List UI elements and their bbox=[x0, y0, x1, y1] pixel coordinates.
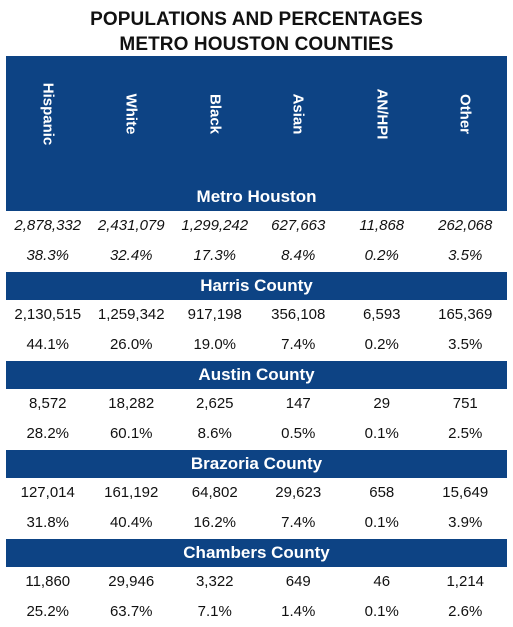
column-header-label: Other bbox=[456, 93, 474, 135]
population-count-cell: 2,878,332 bbox=[14, 217, 82, 234]
percentage-cell: 16.2% bbox=[193, 514, 237, 531]
percentage-cell: 44.1% bbox=[26, 336, 70, 353]
column-header-hispanic: Hispanic bbox=[6, 56, 90, 183]
percentage-cell: 60.1% bbox=[109, 425, 153, 442]
percentage-cell: 0.2% bbox=[364, 336, 399, 353]
population-count-cell: 2,130,515 bbox=[14, 306, 82, 323]
population-count-cell: 2,431,079 bbox=[97, 217, 165, 234]
population-count-cell: 18,282 bbox=[108, 395, 155, 412]
population-count-cell: 46 bbox=[373, 573, 391, 590]
population-count-cell: 658 bbox=[369, 484, 395, 501]
column-header-label: AN/HPI bbox=[373, 88, 391, 140]
population-count-cell: 11,868 bbox=[359, 217, 405, 234]
population-count-row: 127,014 161,192 64,802 29,623 658 15,649 bbox=[6, 478, 507, 508]
section-header: Harris County bbox=[6, 272, 507, 300]
title-line-2: METRO HOUSTON COUNTIES bbox=[119, 34, 394, 55]
percentage-row: 25.2% 63.7% 7.1% 1.4% 0.1% 2.6% bbox=[6, 597, 507, 627]
percentage-cell: 28.2% bbox=[26, 425, 70, 442]
population-count-row: 2,878,332 2,431,079 1,299,242 627,663 11,868… bbox=[6, 211, 507, 241]
percentage-cell: 38.3% bbox=[26, 247, 70, 264]
column-header-black: Black bbox=[173, 56, 257, 183]
percentage-cell: 3.9% bbox=[448, 514, 483, 531]
population-count-cell: 147 bbox=[285, 395, 311, 412]
percentage-cell: 19.0% bbox=[193, 336, 237, 353]
title-line-1: POPULATIONS AND PERCENTAGES bbox=[90, 9, 423, 30]
column-header-anhpi: AN/HPI bbox=[340, 56, 424, 183]
population-count-cell: 1,299,242 bbox=[181, 217, 249, 234]
percentage-row: 31.8% 40.4% 16.2% 7.4% 0.1% 3.9% bbox=[6, 508, 507, 538]
population-count-cell: 11,860 bbox=[25, 573, 71, 590]
population-count-cell: 6,593 bbox=[362, 306, 401, 323]
population-count-cell: 15,649 bbox=[442, 484, 489, 501]
population-count-cell: 165,369 bbox=[438, 306, 493, 323]
column-header-asian: Asian bbox=[257, 56, 341, 183]
population-table-body: Metro Houston 2,878,332 2,431,079 1,299,242… bbox=[0, 183, 513, 627]
percentage-cell: 32.4% bbox=[109, 247, 153, 264]
population-count-cell: 29 bbox=[373, 395, 391, 412]
percentage-cell: 0.5% bbox=[281, 425, 316, 442]
percentage-row: 28.2% 60.1% 8.6% 0.5% 0.1% 2.5% bbox=[6, 419, 507, 449]
column-header-label: Asian bbox=[289, 93, 307, 135]
population-count-cell: 8,572 bbox=[28, 395, 67, 412]
percentage-cell: 2.6% bbox=[448, 603, 483, 620]
population-count-cell: 29,946 bbox=[108, 573, 155, 590]
percentage-row: 38.3% 32.4% 17.3% 8.4% 0.2% 3.5% bbox=[6, 241, 507, 271]
percentage-cell: 31.8% bbox=[26, 514, 70, 531]
percentage-cell: 7.1% bbox=[197, 603, 232, 620]
section-header: Brazoria County bbox=[6, 450, 507, 478]
section-header: Chambers County bbox=[6, 539, 507, 567]
population-count-cell: 3,322 bbox=[195, 573, 234, 590]
page-title: POPULATIONS AND PERCENTAGES METRO HOUSTO… bbox=[0, 0, 513, 56]
column-header-label: White bbox=[122, 93, 140, 135]
population-count-row: 2,130,515 1,259,342 917,198 356,108 6,593 165… bbox=[6, 300, 507, 330]
percentage-cell: 0.2% bbox=[364, 247, 399, 264]
section-header: Metro Houston bbox=[6, 183, 507, 211]
population-count-cell: 751 bbox=[452, 395, 478, 412]
column-header-white: White bbox=[90, 56, 174, 183]
percentage-cell: 0.1% bbox=[364, 425, 399, 442]
column-header-label: Black bbox=[206, 93, 224, 135]
population-count-row: 11,860 29,946 3,322 649 46 1,214 bbox=[6, 567, 507, 597]
percentage-cell: 0.1% bbox=[364, 514, 399, 531]
percentage-cell: 3.5% bbox=[448, 336, 483, 353]
percentage-cell: 3.5% bbox=[448, 247, 483, 264]
percentage-row: 44.1% 26.0% 19.0% 7.4% 0.2% 3.5% bbox=[6, 330, 507, 360]
population-count-cell: 127,014 bbox=[20, 484, 75, 501]
column-header-other: Other bbox=[424, 56, 508, 183]
percentage-cell: 26.0% bbox=[109, 336, 153, 353]
percentage-cell: 25.2% bbox=[26, 603, 70, 620]
population-count-cell: 1,259,342 bbox=[97, 306, 165, 323]
population-count-cell: 627,663 bbox=[271, 217, 326, 234]
percentage-cell: 7.4% bbox=[281, 514, 316, 531]
population-count-cell: 64,802 bbox=[191, 484, 238, 501]
column-header-band: Hispanic White Black Asian AN/HPI Other bbox=[6, 56, 507, 183]
percentage-cell: 40.4% bbox=[109, 514, 153, 531]
percentage-cell: 7.4% bbox=[281, 336, 316, 353]
percentage-cell: 2.5% bbox=[448, 425, 483, 442]
percentage-cell: 63.7% bbox=[109, 603, 153, 620]
population-count-cell: 1,214 bbox=[446, 573, 485, 590]
percentage-cell: 1.4% bbox=[281, 603, 316, 620]
percentage-cell: 0.1% bbox=[364, 603, 399, 620]
population-count-cell: 917,198 bbox=[187, 306, 242, 323]
population-count-cell: 649 bbox=[285, 573, 311, 590]
population-count-cell: 356,108 bbox=[271, 306, 326, 323]
population-count-row: 8,572 18,282 2,625 147 29 751 bbox=[6, 389, 507, 419]
percentage-cell: 8.4% bbox=[281, 247, 316, 264]
population-count-cell: 262,068 bbox=[438, 217, 493, 234]
section-header: Austin County bbox=[6, 361, 507, 389]
column-header-label: Hispanic bbox=[39, 82, 57, 146]
population-count-cell: 161,192 bbox=[104, 484, 159, 501]
population-count-cell: 2,625 bbox=[195, 395, 234, 412]
population-count-cell: 29,623 bbox=[275, 484, 322, 501]
percentage-cell: 8.6% bbox=[197, 425, 232, 442]
percentage-cell: 17.3% bbox=[193, 247, 237, 264]
